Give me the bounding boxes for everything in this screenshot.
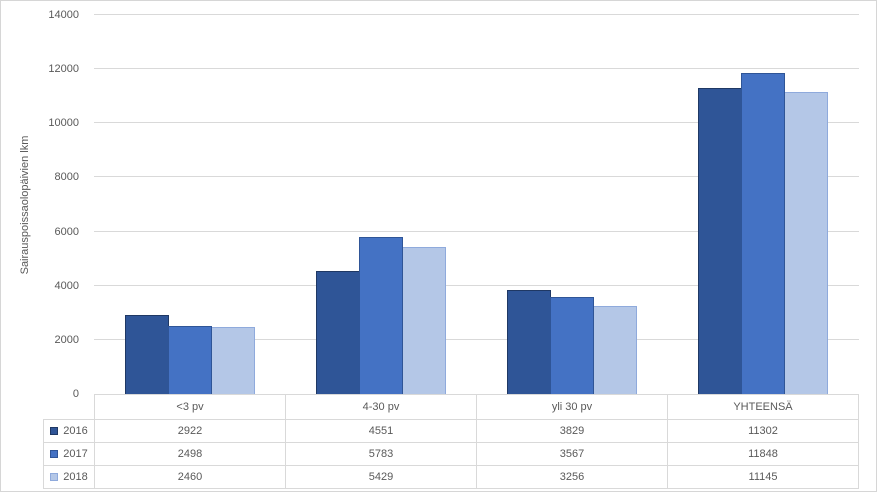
column-header: <3 pv [94, 394, 286, 420]
y-tick-label: 12000 [48, 63, 79, 75]
column-header: YHTEENSÄ [667, 394, 859, 420]
y-axis-title: Sairauspoissaolopäivien lkm [19, 135, 31, 275]
table-corner-cell [44, 395, 95, 420]
y-tick-label: 6000 [54, 226, 79, 238]
series-name: 2018 [63, 471, 88, 483]
y-tick-label: 10000 [48, 117, 79, 129]
series-name: 2017 [63, 448, 88, 460]
bar-group [94, 15, 285, 394]
table-row: 2016 2922 4551 3829 11302 [43, 419, 859, 443]
value-cell: 3567 [476, 442, 668, 466]
y-tick-label: 2000 [54, 334, 79, 346]
series-label: 2018 [43, 465, 95, 489]
bar-2017 [167, 326, 212, 394]
legend-key-icon [50, 473, 59, 481]
value-cell: 11848 [667, 442, 859, 466]
value-cell: 3829 [476, 419, 668, 443]
table-row: 2018 2460 5429 3256 11145 [43, 465, 859, 489]
bar-2016 [124, 314, 169, 394]
table-row: 2017 2498 5783 3567 11848 [43, 442, 859, 466]
bar-2017 [550, 297, 595, 394]
gridline [94, 176, 859, 178]
legend-key-icon [50, 427, 59, 435]
bar-2017 [358, 237, 403, 394]
bar-group [477, 15, 668, 394]
plot-area [94, 14, 859, 394]
value-cell: 11302 [667, 419, 859, 443]
bar-2016 [507, 290, 552, 394]
value-cell: 4551 [285, 419, 477, 443]
y-tick-label: 0 [72, 388, 79, 400]
gridline [94, 14, 859, 15]
series-name: 2016 [63, 425, 88, 437]
value-cell: 2922 [94, 419, 286, 443]
data-table: <3 pv 4-30 pv yli 30 pv YHTEENSÄ 2016 2922 455… [43, 394, 859, 489]
column-header: yli 30 pv [476, 394, 668, 420]
bar-2018 [210, 327, 255, 394]
y-tick-label: 14000 [48, 9, 79, 21]
bar-2016 [315, 270, 360, 394]
column-header: 4-30 pv [285, 394, 477, 420]
value-cell: 5429 [285, 465, 477, 489]
bar-group [285, 15, 476, 394]
gridline [94, 68, 859, 70]
gridline [94, 122, 859, 124]
table-header-row: <3 pv 4-30 pv yli 30 pv YHTEENSÄ [44, 394, 859, 420]
bar-2016 [698, 88, 743, 394]
gridline [94, 230, 859, 232]
y-tick-label: 8000 [54, 171, 79, 183]
y-tick-label: 4000 [54, 280, 79, 292]
bar-2018 [784, 92, 829, 394]
bar-2018 [401, 247, 446, 394]
bar-2017 [741, 73, 786, 394]
value-cell: 5783 [285, 442, 477, 466]
series-label: 2017 [43, 442, 95, 466]
legend-key-icon [50, 450, 59, 458]
series-label: 2016 [43, 419, 95, 443]
value-cell: 3256 [476, 465, 668, 489]
value-cell: 11145 [667, 465, 859, 489]
bar-group [668, 15, 859, 394]
bar-2018 [593, 305, 638, 394]
value-cell: 2498 [94, 442, 286, 466]
bar-groups [94, 15, 859, 394]
gridline [94, 338, 859, 340]
gridline [94, 284, 859, 286]
value-cell: 2460 [94, 465, 286, 489]
